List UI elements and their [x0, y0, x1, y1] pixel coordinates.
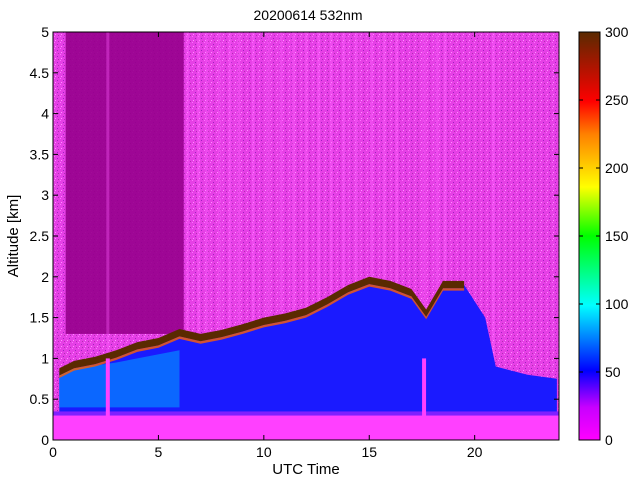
- signal-streak: [382, 32, 386, 440]
- signal-streak: [369, 32, 373, 440]
- signal-streak: [218, 32, 222, 440]
- signal-streak: [422, 32, 426, 440]
- signal-streak: [196, 32, 200, 440]
- x-tick-label: 20: [467, 444, 483, 460]
- aerosol-core: [59, 350, 180, 408]
- surface-layer: [53, 415, 559, 440]
- y-tick-label: 0.5: [30, 391, 50, 407]
- x-tick-label: 0: [49, 444, 57, 460]
- signal-streak: [492, 32, 496, 440]
- signal-streak: [435, 32, 439, 440]
- signal-streak: [317, 32, 321, 440]
- chart-title: 20200614 532nm: [254, 7, 363, 23]
- signal-streak: [228, 32, 232, 440]
- colorbar-ticks: 0 50 100 150 200 250 300: [579, 24, 629, 448]
- colorbar-tick-label: 100: [605, 296, 629, 312]
- y-tick-label: 4: [41, 106, 49, 122]
- y-axis: 0 0.5 1 1.5 2 2.5 3 3.5 4 4.5 5: [30, 24, 559, 448]
- y-tick-label: 1: [41, 350, 49, 366]
- signal-streak: [237, 32, 241, 440]
- y-axis-label: Altitude [km]: [5, 195, 22, 278]
- colorbar-tick-label: 200: [605, 160, 629, 176]
- signal-streak: [304, 32, 308, 440]
- plot-area: [53, 32, 559, 440]
- colorbar-tick-label: 0: [605, 432, 613, 448]
- x-tick-label: 5: [155, 444, 163, 460]
- signal-streak: [266, 32, 270, 440]
- y-tick-label: 3: [41, 187, 49, 203]
- signal-streak: [205, 32, 209, 440]
- y-tick-label: 3.5: [30, 146, 50, 162]
- colorbar-tick-label: 250: [605, 92, 629, 108]
- y-tick-label: 2.5: [30, 228, 50, 244]
- x-tick-label: 10: [256, 444, 272, 460]
- signal-streak: [106, 32, 110, 440]
- x-axis: 0 5 10 15 20: [49, 32, 483, 460]
- low-streak: [422, 358, 427, 440]
- signal-streak: [342, 32, 346, 440]
- colorbar-tick-label: 50: [605, 364, 621, 380]
- x-tick-label: 15: [361, 444, 377, 460]
- y-tick-label: 2: [41, 269, 49, 285]
- y-tick-label: 5: [41, 24, 49, 40]
- aerosol-layer: [59, 280, 557, 440]
- colorbar-tick-label: 150: [605, 228, 629, 244]
- signal-streak: [279, 32, 283, 440]
- signal-streak: [291, 32, 295, 440]
- x-axis-label: UTC Time: [272, 461, 340, 478]
- low-streak: [105, 358, 110, 440]
- signal-streak: [186, 32, 190, 440]
- y-tick-label: 4.5: [30, 65, 50, 81]
- signal-streak: [251, 32, 255, 440]
- stable-region: [65, 32, 184, 334]
- signal-streak: [355, 32, 359, 440]
- y-tick-label: 0: [41, 432, 49, 448]
- signal-streak: [443, 32, 447, 440]
- colorbar-tick-label: 300: [605, 24, 629, 40]
- y-tick-label: 1.5: [30, 310, 50, 326]
- signal-streak: [395, 32, 399, 440]
- signal-streak: [329, 32, 333, 440]
- surface-transition: [53, 411, 559, 416]
